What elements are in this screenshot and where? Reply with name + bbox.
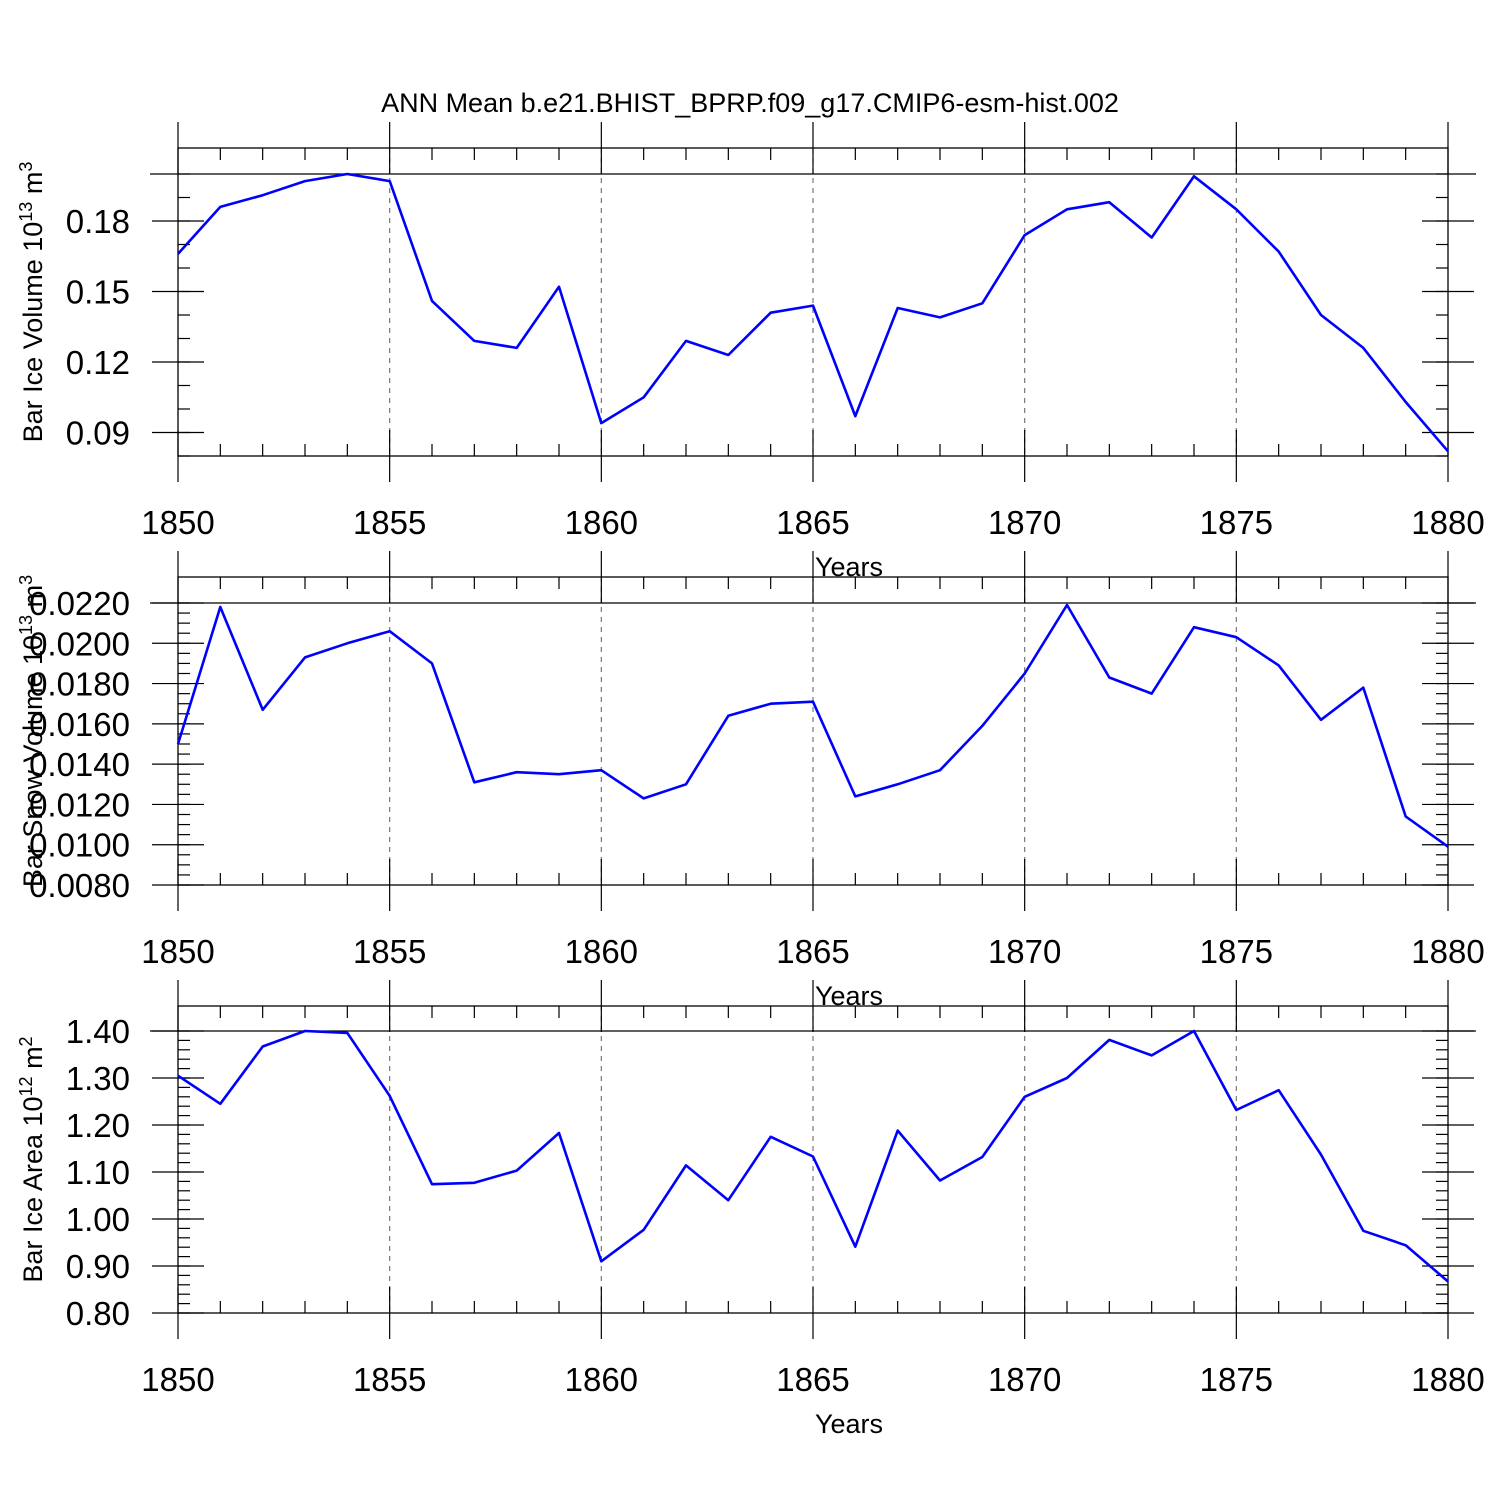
y-tick-label: 0.15: [66, 274, 130, 311]
y-tick-label: 0.0080: [29, 867, 130, 904]
x-tick-label: 1860: [565, 933, 638, 970]
y-tick-label: 1.20: [66, 1107, 130, 1144]
x-tick-label: 1880: [1411, 933, 1484, 970]
x-tick-label: 1870: [988, 933, 1061, 970]
y-tick-label: 0.80: [66, 1295, 130, 1332]
x-tick-label: 1875: [1200, 933, 1273, 970]
chart-title: ANN Mean b.e21.BHIST_BPRP.f09_g17.CMIP6-…: [381, 88, 1119, 118]
y-axis-label: Bar Ice Area 1012 m2: [16, 1036, 48, 1282]
x-tick-label: 1865: [776, 933, 849, 970]
x-tick-label: 1860: [565, 1361, 638, 1398]
y-tick-label: 1.40: [66, 1013, 130, 1050]
y-tick-label: 0.12: [66, 344, 130, 381]
y-tick-label: 0.0120: [29, 786, 130, 823]
y-axis-label: Bar Snow Volume 1013 m3: [16, 575, 48, 887]
y-tick-label: 0.0180: [29, 666, 130, 703]
x-tick-label: 1875: [1200, 1361, 1273, 1398]
y-tick-label: 0.18: [66, 203, 130, 240]
y-tick-label: 1.30: [66, 1060, 130, 1097]
series-line-snow-volume: [176, 603, 1449, 848]
x-tick-label: 1860: [565, 504, 638, 541]
y-tick-label: 0.09: [66, 415, 130, 452]
x-tick-label: 1880: [1411, 504, 1484, 541]
series-line-ice-volume: [177, 172, 1449, 453]
y-tick-label: 0.0100: [29, 827, 130, 864]
panel-ice-area: 1850 1855 1860 1865 1870 1875 1880 Years 0.80 0.9…: [16, 980, 1485, 1439]
panel-snow-volume: 1850 1855 1860 1865 1870 1875 1880Years0.00800…: [16, 551, 1485, 1011]
x-tick-label: 1850: [141, 504, 214, 541]
x-tick-label: 1880: [1411, 1361, 1484, 1398]
y-tick-label: 0.0220: [29, 585, 130, 622]
x-tick-label: 1855: [353, 504, 426, 541]
y-tick-label: 1.10: [66, 1154, 130, 1191]
x-tick-label: 1865: [776, 1361, 849, 1398]
x-tick-label: 1870: [988, 504, 1061, 541]
x-tick-label: 1865: [776, 504, 849, 541]
x-tick-label: 1850: [141, 1361, 214, 1398]
panel-ice-volume: 1850 1855 1860 1865 1870 1875 1880Years0.090.1…: [16, 122, 1485, 582]
series-line-ice-area: [177, 1029, 1449, 1283]
y-tick-label: 0.0160: [29, 706, 130, 743]
y-axis-label: Bar Ice Volume 1013 m3: [16, 162, 48, 443]
x-tick-label: 1855: [353, 933, 426, 970]
y-tick-label: 0.0200: [29, 625, 130, 662]
y-tick-label: 1.00: [66, 1201, 130, 1238]
x-tick-label: 1875: [1200, 504, 1273, 541]
y-tick-label: 0.90: [66, 1248, 130, 1285]
x-tick-label: 1855: [353, 1361, 426, 1398]
x-axis-label: Years: [815, 1409, 883, 1439]
x-tick-label: 1870: [988, 1361, 1061, 1398]
x-tick-label: 1850: [141, 933, 214, 970]
y-tick-label: 0.0140: [29, 746, 130, 783]
